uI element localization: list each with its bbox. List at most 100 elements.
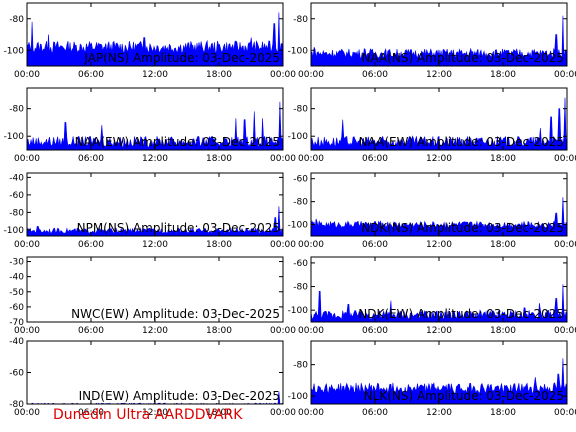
x-tick-label: 06:00: [78, 240, 104, 250]
x-tick-label: 06:00: [362, 408, 388, 418]
x-tick-label: 12:00: [142, 154, 168, 164]
y-tick-label: -80: [9, 15, 24, 25]
x-tick-label: 18:00: [490, 70, 516, 80]
x-tick-label: 18:00: [206, 240, 232, 250]
chart-panel-4: -100 -80 00:00 06:00 12:00 18:00 00:00 NAA(EW) …: [288, 87, 576, 164]
x-tick-label: 18:00: [206, 408, 232, 418]
y-tick-label: -40: [9, 173, 24, 183]
x-tick-label: 06:00: [362, 326, 388, 336]
y-tick-label: -80: [293, 15, 308, 25]
chart-panel-7: -70 -60 -50 -40 -30 00:00 06:00 12:00 18:00 00:00…: [9, 256, 296, 336]
chart-title: IND(EW) Amplitude: 03-Dec-2025: [79, 389, 280, 403]
x-tick-label: 00:00: [270, 154, 296, 164]
y-tick-label: -100: [288, 132, 309, 142]
chart-panel-6: -100 -80 -60 00:00 06:00 12:00 18:00 00:00 NDK(N…: [288, 172, 576, 250]
y-tick-label: -70: [9, 318, 24, 328]
y-tick-label: -100: [4, 46, 25, 56]
y-tick-label: -40: [9, 337, 24, 347]
y-tick-label: -60: [9, 303, 24, 313]
x-tick-label: 18:00: [490, 240, 516, 250]
chart-title: NWC(EW) Amplitude: 03-Dec-2025: [71, 307, 280, 321]
y-tick-label: -40: [9, 273, 24, 283]
y-tick-label: -100: [288, 46, 309, 56]
chart-panel-8: -100 -80 -60 00:00 06:00 12:00 18:00 00:00 NDK(E…: [288, 256, 576, 336]
x-tick-label: 18:00: [206, 70, 232, 80]
amplitude-trace: [311, 15, 567, 66]
y-tick-label: -30: [9, 258, 24, 268]
y-tick-label: -80: [9, 105, 24, 115]
x-tick-label: 00:00: [14, 240, 40, 250]
y-tick-label: -100: [4, 132, 25, 142]
footer-caption: Dunedin Ultra AARDDVARK: [53, 407, 243, 423]
amplitude-trace: [27, 206, 283, 236]
x-tick-label: 12:00: [142, 240, 168, 250]
x-tick-label: 00:00: [270, 240, 296, 250]
x-tick-label: 00:00: [270, 408, 296, 418]
x-tick-label: 12:00: [426, 70, 452, 80]
amplitude-trace: [27, 101, 283, 150]
x-tick-label: 00:00: [554, 408, 576, 418]
y-tick-label: -100: [288, 221, 309, 231]
amplitude-trace: [311, 284, 567, 322]
x-tick-label: 18:00: [206, 154, 232, 164]
x-tick-label: 00:00: [554, 240, 576, 250]
chart-panel-5: -100 -80 -60 -40 00:00 06:00 12:00 18:00 00:00 NP…: [4, 172, 296, 250]
x-tick-label: 00:00: [14, 408, 40, 418]
x-tick-label: 06:00: [362, 240, 388, 250]
y-tick-label: -60: [293, 259, 308, 269]
x-tick-label: 00:00: [270, 70, 296, 80]
y-tick-label: -50: [9, 288, 24, 298]
x-tick-label: 00:00: [554, 326, 576, 336]
chart-title: NAA(EW) Amplitude: 03-Dec-2025: [359, 135, 564, 149]
x-tick-label: 06:00: [78, 154, 104, 164]
x-tick-label: 18:00: [206, 326, 232, 336]
amplitude-trace: [27, 12, 283, 66]
chart-panel-1: -100 -80 00:00 06:00 12:00 18:00 00:00 JAP(NS) …: [4, 2, 296, 80]
amplitude-trace: [311, 358, 567, 404]
x-tick-label: 00:00: [14, 326, 40, 336]
x-tick-label: 12:00: [426, 240, 452, 250]
y-tick-label: -80: [293, 105, 308, 115]
y-tick-label: -80: [9, 400, 24, 410]
y-tick-label: -60: [9, 191, 24, 201]
x-tick-label: 12:00: [142, 408, 168, 418]
x-tick-label: 00:00: [554, 154, 576, 164]
y-tick-label: -80: [293, 198, 308, 208]
chart-title: NAA(NS) Amplitude: 03-Dec-2025: [361, 51, 564, 65]
y-tick-label: -80: [9, 208, 24, 218]
chart-title: NDK(NS) Amplitude: 03-Dec-2025: [361, 221, 564, 235]
x-tick-label: 18:00: [490, 326, 516, 336]
amplitude-trace: [311, 97, 567, 150]
x-tick-label: 00:00: [298, 408, 324, 418]
x-tick-label: 06:00: [78, 70, 104, 80]
x-tick-label: 18:00: [490, 408, 516, 418]
x-tick-label: 06:00: [78, 326, 104, 336]
chart-title: NAA(EW) Amplitude: 03-Dec-2025: [75, 135, 280, 149]
y-tick-label: -100: [288, 392, 309, 402]
x-tick-label: 12:00: [426, 154, 452, 164]
x-tick-label: 00:00: [14, 154, 40, 164]
x-tick-label: 00:00: [554, 70, 576, 80]
x-tick-label: 06:00: [362, 154, 388, 164]
x-tick-label: 12:00: [426, 326, 452, 336]
x-tick-label: 18:00: [490, 154, 516, 164]
x-tick-label: 00:00: [270, 326, 296, 336]
amplitude-trace: [311, 197, 567, 236]
y-tick-label: -80: [293, 283, 308, 293]
x-tick-label: 12:00: [142, 326, 168, 336]
y-tick-label: -100: [4, 226, 25, 236]
x-tick-label: 00:00: [298, 240, 324, 250]
x-tick-label: 00:00: [298, 154, 324, 164]
x-tick-label: 12:00: [142, 70, 168, 80]
y-tick-label: -60: [9, 369, 24, 379]
chart-title: NLK(NS) Amplitude: 03-Dec-2025: [364, 389, 564, 403]
chart-title: NPM(NS) Amplitude: 03-Dec-2025: [77, 221, 280, 235]
chart-title: JAP(NS) Amplitude: 03-Dec-2025: [83, 51, 280, 65]
x-tick-label: 06:00: [362, 70, 388, 80]
chart-panel-9: -80 -60 -40 00:00 06:00 12:00 18:00 00:00 IND(EW…: [9, 337, 296, 418]
x-tick-label: 00:00: [14, 70, 40, 80]
x-tick-label: 12:00: [426, 408, 452, 418]
y-tick-label: -60: [293, 175, 308, 185]
x-tick-label: 00:00: [298, 70, 324, 80]
